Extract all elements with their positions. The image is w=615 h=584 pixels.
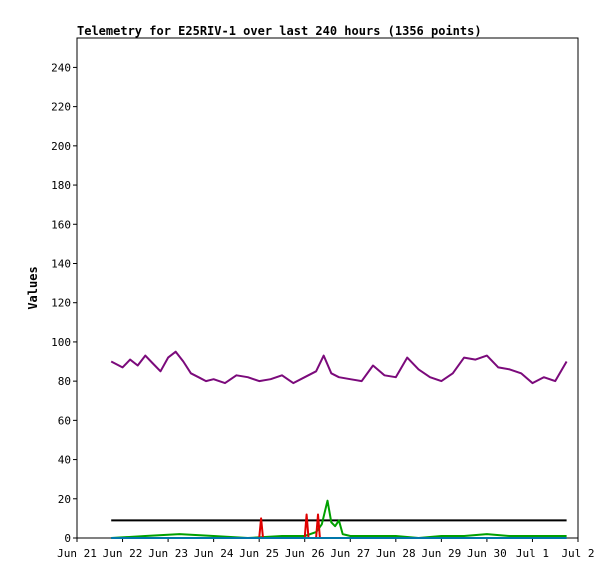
x-tick-label: Jun 28 (376, 547, 416, 560)
series-layer (110, 350, 568, 539)
x-tick-label: Jun 21 (57, 547, 97, 560)
x-tick-label: Jul 1 (516, 547, 549, 560)
x-ticks: Jun 21 Jun 22 Jun 23 Jun 24 Jun 25 Jun 26 Jun … (57, 538, 595, 560)
x-tick-label: Jun 23 (148, 547, 188, 560)
y-tick-label: 40 (58, 454, 71, 467)
series-line-3 (111, 499, 567, 539)
plot-frame (76, 37, 579, 539)
x-tick-label: Jun 29 (421, 547, 461, 560)
y-tick-label: 0 (64, 532, 71, 545)
y-tick-label: 80 (58, 375, 71, 388)
x-tick-label: Jul 2 (561, 547, 594, 560)
x-tick-label: Jun 30 (467, 547, 507, 560)
y-tick-label: 120 (51, 297, 71, 310)
x-tick-label: Jun 27 (330, 547, 370, 560)
x-tick-label: Jun 22 (103, 547, 143, 560)
y-tick-label: 160 (51, 218, 71, 231)
y-tick-label: 100 (51, 336, 71, 349)
y-tick-label: 140 (51, 257, 71, 270)
y-tick-label: 20 (58, 493, 71, 506)
y-tick-label: 180 (51, 179, 71, 192)
y-tick-label: 220 (51, 101, 71, 114)
x-tick-label: Jun 24 (194, 547, 234, 560)
y-ticks: 0 20 40 60 80 100 120 140 160 180 200 220 240 (51, 61, 77, 545)
y-axis-label: Values (26, 266, 40, 309)
y-tick-label: 60 (58, 414, 71, 427)
y-tick-label: 240 (51, 61, 71, 74)
y-tick-label: 200 (51, 140, 71, 153)
chart-title: Telemetry for E25RIV-1 over last 240 hou… (77, 24, 482, 38)
series-line-4 (258, 513, 321, 539)
series-line-1 (110, 350, 568, 385)
x-tick-label: Jun 26 (285, 547, 325, 560)
x-tick-label: Jun 25 (239, 547, 279, 560)
